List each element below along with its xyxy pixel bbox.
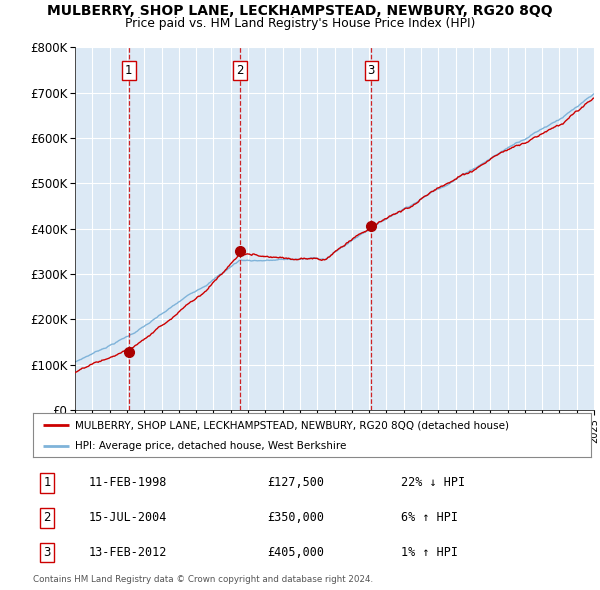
Text: 11-FEB-1998: 11-FEB-1998 (89, 476, 167, 489)
Text: 3: 3 (43, 546, 50, 559)
Text: 1: 1 (125, 64, 133, 77)
Text: HPI: Average price, detached house, West Berkshire: HPI: Average price, detached house, West… (75, 441, 346, 451)
Text: £405,000: £405,000 (268, 546, 325, 559)
Text: 2: 2 (236, 64, 244, 77)
Text: 3: 3 (367, 64, 375, 77)
Text: 6% ↑ HPI: 6% ↑ HPI (401, 511, 458, 525)
Text: 1: 1 (43, 476, 50, 489)
Text: £127,500: £127,500 (268, 476, 325, 489)
Text: 22% ↓ HPI: 22% ↓ HPI (401, 476, 466, 489)
Text: Contains HM Land Registry data © Crown copyright and database right 2024.: Contains HM Land Registry data © Crown c… (33, 575, 373, 584)
Text: MULBERRY, SHOP LANE, LECKHAMPSTEAD, NEWBURY, RG20 8QQ: MULBERRY, SHOP LANE, LECKHAMPSTEAD, NEWB… (47, 4, 553, 18)
Text: 1% ↑ HPI: 1% ↑ HPI (401, 546, 458, 559)
Text: MULBERRY, SHOP LANE, LECKHAMPSTEAD, NEWBURY, RG20 8QQ (detached house): MULBERRY, SHOP LANE, LECKHAMPSTEAD, NEWB… (75, 421, 509, 430)
Text: 15-JUL-2004: 15-JUL-2004 (89, 511, 167, 525)
Text: 13-FEB-2012: 13-FEB-2012 (89, 546, 167, 559)
Text: £350,000: £350,000 (268, 511, 325, 525)
Text: Price paid vs. HM Land Registry's House Price Index (HPI): Price paid vs. HM Land Registry's House … (125, 17, 475, 30)
Text: 2: 2 (43, 511, 50, 525)
